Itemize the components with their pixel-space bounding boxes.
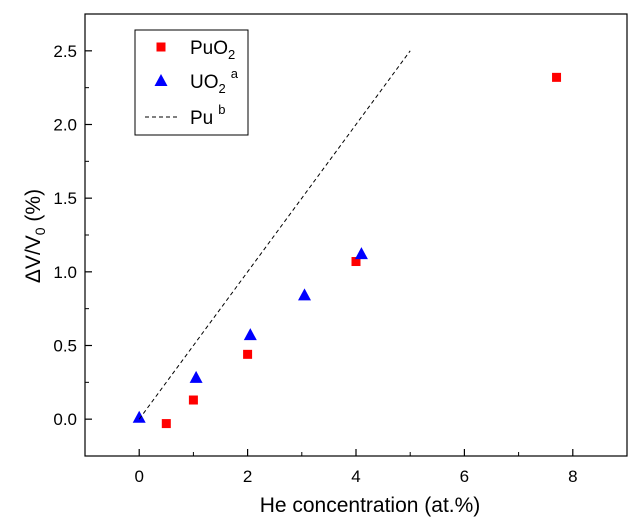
legend-label: UO2a <box>190 66 239 96</box>
x-tick-label: 8 <box>568 467 577 486</box>
y-tick-label: 0.0 <box>53 410 77 429</box>
legend-label: PuO2 <box>190 38 235 62</box>
uo2-point <box>243 328 257 341</box>
y-tick-label: 2.0 <box>53 116 77 135</box>
x-tick-label: 2 <box>243 467 252 486</box>
y-tick-label: 1.0 <box>53 263 77 282</box>
legend-marker-uo2 <box>154 74 168 86</box>
puo2-point <box>161 419 171 429</box>
series-layer <box>132 50 562 429</box>
x-tick-label: 0 <box>134 467 143 486</box>
pu-dashed-line <box>138 50 411 420</box>
y-axis: 0.0 0.5 1.0 1.5 2.0 2.5 <box>53 13 92 457</box>
puo2-point <box>243 349 253 359</box>
legend-marker-puo2 <box>156 42 166 52</box>
uo2-point <box>298 288 312 301</box>
y-tick-label: 1.5 <box>53 189 77 208</box>
puo2-point <box>552 72 562 82</box>
x-axis: 0 2 4 6 8 <box>84 449 628 486</box>
puo2-point <box>351 257 361 267</box>
x-tick-label: 4 <box>351 467 360 486</box>
y-tick-label: 0.5 <box>53 337 77 356</box>
y-axis-label: ΔV/V0 (%) <box>22 189 48 283</box>
legend-label: Pu b <box>190 102 225 129</box>
uo2-point <box>189 370 203 383</box>
uo2-point <box>132 410 146 423</box>
uo2-point <box>354 247 368 260</box>
legend: PuO2 UO2a Pu b <box>134 29 249 136</box>
x-tick-label: 6 <box>460 467 469 486</box>
puo2-point <box>188 395 198 405</box>
x-axis-label: He concentration (at.%) <box>260 494 481 517</box>
y-tick-label: 2.5 <box>53 42 77 61</box>
